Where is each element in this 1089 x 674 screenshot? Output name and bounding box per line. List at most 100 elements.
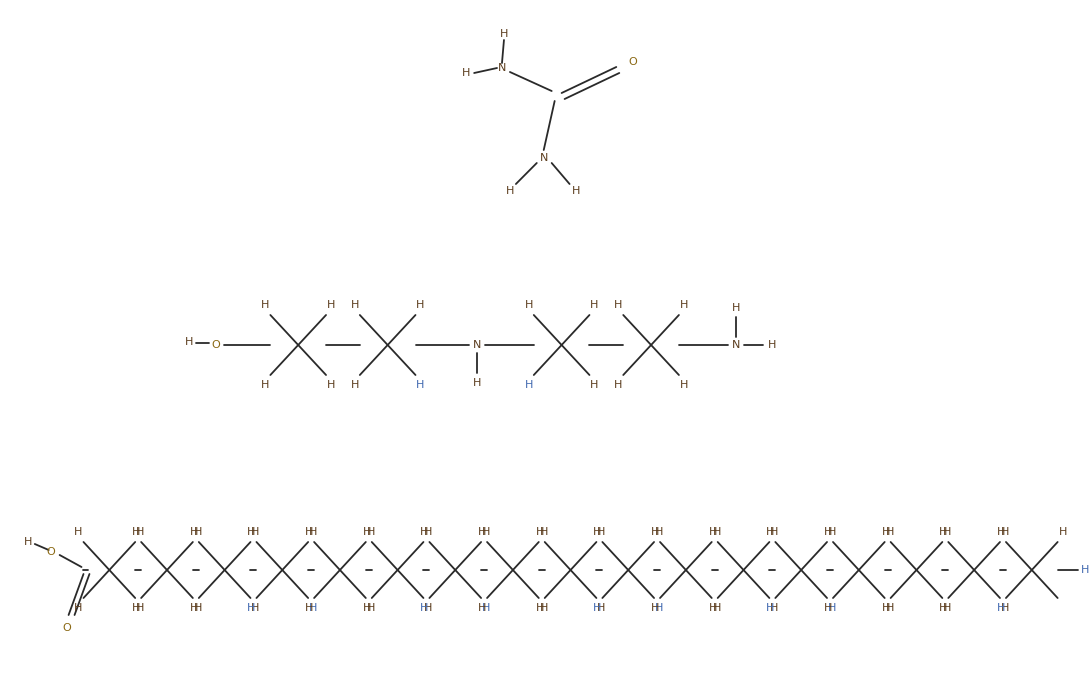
- Text: N: N: [732, 340, 739, 350]
- Text: O: O: [47, 547, 56, 557]
- Text: H: H: [136, 603, 145, 613]
- Text: H: H: [363, 527, 371, 537]
- Text: H: H: [478, 527, 487, 537]
- Text: N: N: [498, 63, 506, 73]
- Text: H: H: [132, 527, 140, 537]
- Text: H: H: [828, 603, 836, 613]
- Text: H: H: [309, 603, 317, 613]
- Text: H: H: [309, 527, 317, 537]
- Text: H: H: [305, 603, 314, 613]
- Text: H: H: [525, 380, 533, 390]
- Text: H: H: [367, 527, 375, 537]
- Text: H: H: [594, 603, 601, 613]
- Text: H: H: [939, 527, 947, 537]
- Text: H: H: [462, 68, 470, 78]
- Text: H: H: [194, 527, 201, 537]
- Text: H: H: [473, 378, 481, 388]
- Text: H: H: [132, 603, 140, 613]
- Text: H: H: [327, 380, 335, 390]
- Text: H: H: [367, 603, 375, 613]
- Text: H: H: [247, 603, 256, 613]
- Text: H: H: [327, 300, 335, 310]
- Text: H: H: [881, 603, 890, 613]
- Text: O: O: [211, 340, 220, 350]
- Text: H: H: [885, 603, 894, 613]
- Text: H: H: [536, 603, 543, 613]
- Text: H: H: [770, 527, 779, 537]
- Text: H: H: [939, 603, 947, 613]
- Text: H: H: [416, 300, 425, 310]
- Text: H: H: [885, 527, 894, 537]
- Text: H: H: [712, 527, 721, 537]
- Text: H: H: [651, 527, 659, 537]
- Text: H: H: [590, 380, 599, 390]
- Text: H: H: [539, 527, 548, 537]
- Text: H: H: [425, 527, 432, 537]
- Text: H: H: [680, 300, 688, 310]
- Text: O: O: [62, 623, 71, 633]
- Text: H: H: [768, 340, 776, 350]
- Text: H: H: [351, 380, 359, 390]
- Text: H: H: [597, 603, 605, 613]
- Text: H: H: [996, 527, 1005, 537]
- Text: H: H: [1081, 565, 1089, 575]
- Text: H: H: [770, 603, 779, 613]
- Text: H: H: [416, 380, 425, 390]
- Text: H: H: [943, 527, 952, 537]
- Text: N: N: [539, 153, 548, 163]
- Text: H: H: [590, 300, 599, 310]
- Text: H: H: [594, 527, 601, 537]
- Text: H: H: [351, 300, 359, 310]
- Text: H: H: [363, 603, 371, 613]
- Text: H: H: [189, 527, 198, 537]
- Text: H: H: [1059, 527, 1067, 537]
- Text: H: H: [597, 527, 605, 537]
- Text: H: H: [482, 527, 490, 537]
- Text: H: H: [709, 527, 717, 537]
- Text: H: H: [828, 527, 836, 537]
- Text: N: N: [473, 340, 481, 350]
- Text: H: H: [261, 300, 270, 310]
- Text: H: H: [189, 603, 198, 613]
- Text: H: H: [654, 603, 663, 613]
- Text: H: H: [252, 603, 259, 613]
- Text: H: H: [654, 527, 663, 537]
- Text: H: H: [732, 303, 739, 313]
- Text: H: H: [74, 603, 83, 613]
- Text: H: H: [261, 380, 270, 390]
- Text: H: H: [824, 527, 832, 537]
- Text: O: O: [628, 57, 637, 67]
- Text: H: H: [305, 527, 314, 537]
- Text: H: H: [712, 603, 721, 613]
- Text: H: H: [136, 527, 145, 537]
- Text: H: H: [24, 537, 32, 547]
- Text: H: H: [996, 603, 1005, 613]
- Text: H: H: [74, 527, 83, 537]
- Text: H: H: [505, 186, 514, 196]
- Text: H: H: [525, 300, 533, 310]
- Text: H: H: [943, 603, 952, 613]
- Text: H: H: [680, 380, 688, 390]
- Text: H: H: [767, 527, 774, 537]
- Text: H: H: [614, 380, 623, 390]
- Text: H: H: [1001, 603, 1010, 613]
- Text: H: H: [536, 527, 543, 537]
- Text: H: H: [482, 603, 490, 613]
- Text: H: H: [767, 603, 774, 613]
- Text: H: H: [824, 603, 832, 613]
- Text: H: H: [500, 29, 509, 39]
- Text: H: H: [194, 603, 201, 613]
- Text: H: H: [573, 186, 580, 196]
- Text: H: H: [478, 603, 487, 613]
- Text: H: H: [614, 300, 623, 310]
- Text: H: H: [247, 527, 256, 537]
- Text: H: H: [425, 603, 432, 613]
- Text: H: H: [1001, 527, 1010, 537]
- Text: H: H: [420, 603, 429, 613]
- Text: H: H: [420, 527, 429, 537]
- Text: H: H: [651, 603, 659, 613]
- Text: H: H: [539, 603, 548, 613]
- Text: H: H: [881, 527, 890, 537]
- Text: H: H: [185, 337, 193, 347]
- Text: H: H: [252, 527, 259, 537]
